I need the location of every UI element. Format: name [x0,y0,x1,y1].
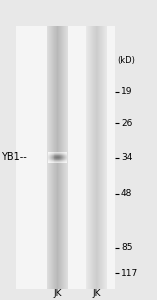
Bar [91,26,92,289]
Bar [105,26,106,289]
Text: JK: JK [53,289,62,298]
Bar [103,26,104,289]
Bar [61,26,62,289]
Text: YB1--: YB1-- [1,152,27,163]
Bar [59,26,60,289]
Bar [96,26,97,289]
Bar [53,26,54,289]
Bar [47,26,48,289]
Bar [86,26,87,289]
Bar [104,26,105,289]
Text: 34: 34 [121,153,132,162]
Bar [98,26,99,289]
Bar [97,26,98,289]
Bar [64,26,65,289]
Bar [57,26,58,289]
Bar [52,26,53,289]
Bar [99,26,100,289]
Bar [54,26,55,289]
Bar [60,26,61,289]
Bar [101,26,102,289]
Bar [100,26,101,289]
Bar [67,26,68,289]
Bar [51,26,52,289]
Text: 117: 117 [121,268,138,278]
Bar [48,26,49,289]
Text: 19: 19 [121,87,132,96]
Bar [62,26,63,289]
Bar [66,26,67,289]
Bar [88,26,89,289]
Bar [95,26,96,289]
Bar [55,26,56,289]
Text: (kD): (kD) [118,56,136,64]
Bar [49,26,50,289]
Bar [102,26,103,289]
Bar [92,26,93,289]
Bar [93,26,94,289]
Bar [106,26,107,289]
Bar [94,26,95,289]
Bar [65,26,66,289]
Bar [63,26,64,289]
Text: 26: 26 [121,118,132,127]
Text: JK: JK [92,289,101,298]
Bar [89,26,90,289]
Text: 48: 48 [121,189,132,198]
Bar [56,26,57,289]
Bar [50,26,51,289]
Bar [16,26,115,289]
Text: 85: 85 [121,243,132,252]
Bar [90,26,91,289]
Bar [58,26,59,289]
Bar [87,26,88,289]
